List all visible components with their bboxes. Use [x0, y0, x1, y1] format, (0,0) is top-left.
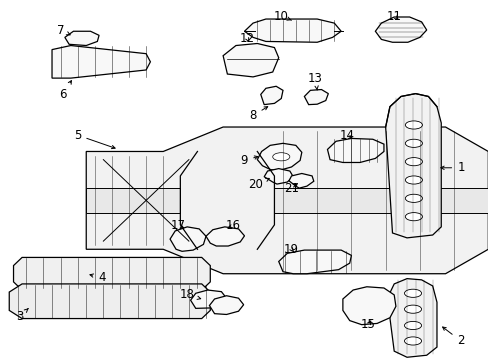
Polygon shape: [14, 257, 210, 290]
Text: 1: 1: [440, 161, 464, 174]
Polygon shape: [223, 44, 278, 77]
Text: 18: 18: [180, 288, 200, 301]
Polygon shape: [278, 250, 351, 274]
Circle shape: [404, 305, 421, 313]
Circle shape: [405, 121, 422, 129]
Text: 14: 14: [339, 130, 354, 143]
Text: 7: 7: [57, 23, 70, 36]
Text: 15: 15: [360, 318, 375, 331]
Circle shape: [405, 176, 422, 184]
Text: 2: 2: [442, 327, 464, 347]
Text: 17: 17: [171, 219, 186, 232]
Text: 9: 9: [240, 154, 257, 167]
Text: 6: 6: [59, 81, 71, 101]
Text: 21: 21: [284, 183, 299, 195]
Circle shape: [404, 321, 421, 329]
Circle shape: [405, 194, 422, 202]
Circle shape: [405, 139, 422, 147]
Polygon shape: [304, 90, 327, 105]
Polygon shape: [209, 296, 243, 315]
Text: 10: 10: [273, 10, 291, 23]
Text: 19: 19: [284, 243, 299, 256]
Text: 3: 3: [16, 309, 28, 323]
Polygon shape: [65, 31, 99, 45]
Polygon shape: [274, 188, 488, 213]
Polygon shape: [244, 19, 341, 42]
Circle shape: [404, 337, 421, 345]
Polygon shape: [386, 279, 436, 357]
Polygon shape: [52, 45, 150, 78]
Polygon shape: [260, 86, 283, 105]
Text: 13: 13: [307, 72, 322, 90]
Circle shape: [405, 213, 422, 221]
Text: 12: 12: [239, 32, 254, 45]
Polygon shape: [86, 188, 180, 213]
Polygon shape: [86, 127, 488, 274]
Polygon shape: [375, 17, 426, 42]
Polygon shape: [257, 143, 301, 170]
Text: 16: 16: [225, 219, 241, 232]
Polygon shape: [170, 227, 205, 251]
Text: 20: 20: [248, 178, 269, 192]
Polygon shape: [9, 284, 210, 319]
Polygon shape: [342, 287, 395, 325]
Polygon shape: [288, 174, 313, 188]
Polygon shape: [327, 139, 383, 162]
Polygon shape: [264, 168, 293, 184]
Circle shape: [272, 153, 289, 161]
Text: 5: 5: [74, 129, 115, 149]
Circle shape: [404, 289, 421, 297]
Polygon shape: [190, 290, 226, 309]
Text: 4: 4: [90, 271, 105, 284]
Text: 11: 11: [386, 10, 401, 23]
Text: 8: 8: [249, 107, 267, 122]
Circle shape: [405, 158, 422, 166]
Polygon shape: [385, 94, 440, 238]
Polygon shape: [205, 227, 244, 246]
